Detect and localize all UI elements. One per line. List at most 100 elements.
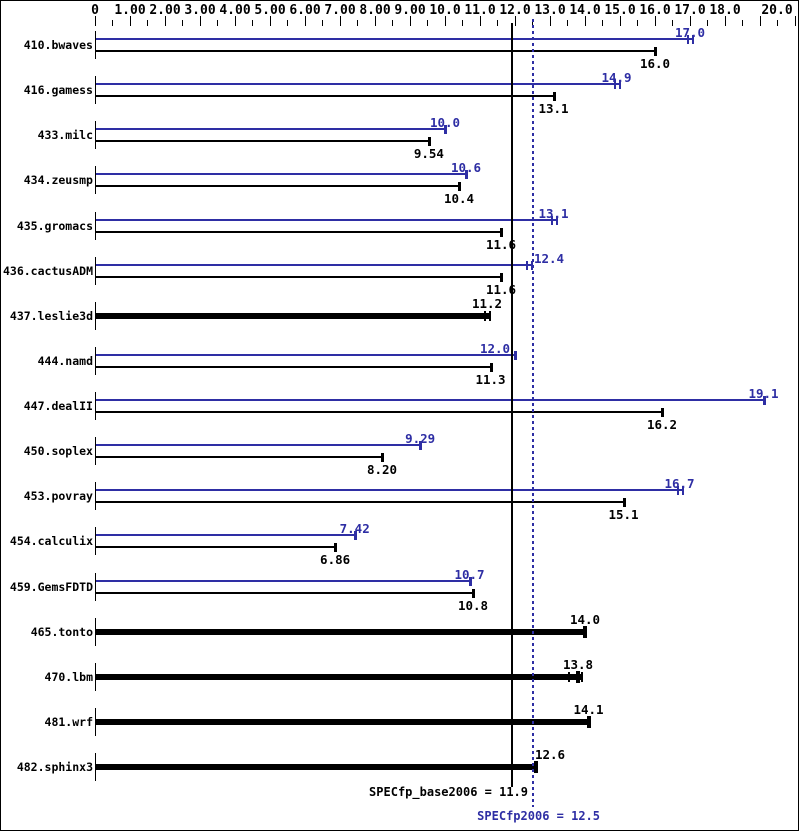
row-baseline-tick <box>95 482 96 511</box>
benchmark-label: 450.soplex <box>23 444 93 459</box>
run-mark <box>444 125 447 135</box>
axis-tick-label: 16.0 <box>639 3 671 18</box>
axis-tick-label: 6.00 <box>289 3 321 18</box>
benchmark-label: 444.namd <box>37 353 93 368</box>
row-baseline-tick <box>95 572 96 601</box>
axis-tick-label: 20.0 <box>761 3 793 18</box>
run-mark <box>484 310 486 321</box>
base-bar <box>96 591 473 594</box>
row-baseline-tick <box>95 121 96 150</box>
axis-minor-tick <box>672 20 673 26</box>
row-baseline-tick <box>95 211 96 240</box>
benchmark-label: 482.sphinx3 <box>16 760 93 774</box>
peak-value-label: 12.4 <box>533 250 565 266</box>
row-baseline-tick <box>95 707 96 736</box>
row-baseline-tick <box>95 527 96 556</box>
base-bar <box>96 456 382 459</box>
peak-value-label: 12.0 <box>479 340 511 356</box>
single-bar <box>96 764 536 770</box>
base-bar <box>96 411 662 413</box>
axis-minor-tick <box>252 20 253 26</box>
axis-minor-tick <box>637 20 638 26</box>
row-baseline-tick <box>95 392 96 420</box>
single-value-label: 12.6 <box>534 747 566 762</box>
axis-major-tick <box>444 16 446 26</box>
axis-tick-label: 11.0 <box>464 3 496 18</box>
run-mark <box>500 272 503 282</box>
single-bar <box>96 718 589 725</box>
axis-tick-label: 7.00 <box>324 3 356 18</box>
single-value-label: 13.8 <box>562 656 594 672</box>
peak-bar <box>96 353 515 356</box>
specfp-base2006-score-label: SPECfp_base2006 = 11.9 <box>369 785 528 799</box>
run-mark <box>583 625 587 638</box>
axis-major-tick <box>724 16 726 26</box>
axis-minor-tick <box>602 20 603 26</box>
axis-tick-label: 2.00 <box>149 3 181 18</box>
row-baseline-tick <box>95 256 96 285</box>
base-bar <box>96 95 554 98</box>
run-mark <box>661 408 664 417</box>
peak-value-label: 14.9 <box>601 70 632 86</box>
base-bar <box>96 275 501 278</box>
run-mark <box>381 453 384 463</box>
row-baseline-tick <box>95 301 96 330</box>
benchmark-label: 454.calculix <box>9 534 93 549</box>
peak-value-label: 10.6 <box>450 160 482 176</box>
run-mark <box>427 137 431 147</box>
row-baseline-tick <box>95 346 96 375</box>
run-mark <box>500 227 503 237</box>
peak-bar <box>96 399 764 401</box>
peak-bar <box>96 579 470 582</box>
base-bar <box>96 50 655 52</box>
axis-minor-tick <box>427 20 428 26</box>
run-mark <box>568 671 570 682</box>
benchmark-label: 434.zeusmp <box>23 173 93 188</box>
peak-value-label: 13.1 <box>538 205 569 221</box>
base-value-label: 6.86 <box>320 552 351 568</box>
peak-bar <box>96 128 445 131</box>
base-value-label: 11.3 <box>475 371 506 387</box>
peak-bar <box>96 263 532 266</box>
run-mark <box>692 35 694 44</box>
run-mark <box>550 215 553 225</box>
run-mark <box>489 362 493 372</box>
run-mark <box>468 576 472 586</box>
benchmark-label: 447.dealII <box>23 399 93 413</box>
benchmark-label: 410.bwaves <box>23 38 93 52</box>
run-mark <box>681 486 684 496</box>
base-value-label: 10.4 <box>443 191 475 207</box>
run-mark <box>555 215 558 225</box>
axis-minor-tick <box>777 20 778 26</box>
row-baseline-tick <box>95 437 96 466</box>
axis-major-tick <box>794 16 796 26</box>
peak-bar <box>96 534 355 537</box>
single-bar <box>96 673 582 680</box>
axis-tick-label: 8.00 <box>359 3 391 18</box>
row-baseline-tick <box>95 753 96 781</box>
row-baseline-tick <box>95 617 96 646</box>
run-mark <box>613 80 616 90</box>
axis-major-tick <box>304 16 306 26</box>
benchmark-label: 435.gromacs <box>16 218 93 233</box>
run-mark <box>576 670 580 683</box>
axis-minor-tick <box>147 20 148 26</box>
base-value-label: 15.1 <box>608 507 639 523</box>
axis-tick-label: 4.00 <box>219 3 251 18</box>
run-mark <box>353 531 357 541</box>
run-mark <box>762 396 766 405</box>
run-mark <box>654 47 657 56</box>
run-mark <box>581 671 583 682</box>
run-mark <box>618 80 621 90</box>
row-baseline-tick <box>95 31 96 59</box>
run-mark <box>334 543 338 553</box>
single-bar <box>96 312 490 319</box>
axis-major-tick <box>199 16 201 26</box>
peak-bar <box>96 173 466 176</box>
ref-line-peak-mean <box>531 19 534 807</box>
peak-value-label: 10.0 <box>429 115 461 131</box>
axis-tick-label: 13.0 <box>534 3 566 18</box>
peak-value-label: 19.1 <box>748 386 779 401</box>
axis-tick-label: 18.0 <box>709 3 741 18</box>
